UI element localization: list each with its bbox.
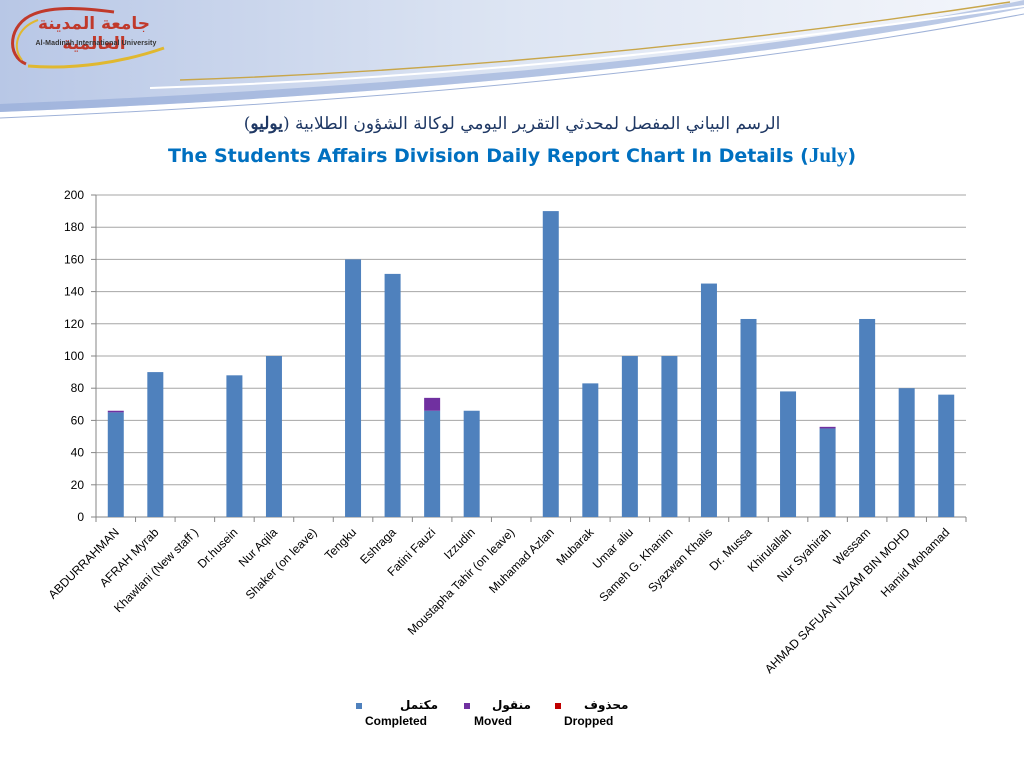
bar-completed (780, 391, 797, 517)
bar-completed (898, 388, 915, 517)
bar-completed (265, 356, 282, 517)
x-tick-label: Shaker (on leave) (243, 525, 320, 602)
chart-title-arabic: الرسم البياني المفصل لمحدثي التقرير اليو… (0, 114, 1024, 134)
y-tick-label: 20 (71, 478, 85, 492)
stacked-bar-chart: 020406080100120140160180200ABDURRAHMANAF… (46, 188, 967, 676)
legend-label-dropped: Dropped (564, 714, 614, 728)
title-english-part: The Students Affairs Division Daily Repo… (167, 145, 809, 167)
legend-label-completed: Completed (365, 714, 428, 728)
chart-title-english: The Students Affairs Division Daily Repo… (0, 143, 1024, 168)
legend-swatch-completed (356, 703, 362, 709)
x-tick-label: ABDURRAHMAN (46, 525, 122, 601)
bar-completed (424, 410, 441, 517)
y-tick-label: 180 (64, 220, 84, 234)
y-tick-label: 100 (64, 349, 84, 363)
bar-moved (424, 397, 441, 411)
x-tick-label: AHMAD SAFUAN NIZAM BIN MOHD (762, 525, 913, 676)
legend-swatch-moved (464, 703, 470, 709)
bar-moved (107, 410, 124, 413)
logo-english-text: Al-Madinah International University (35, 40, 157, 47)
y-tick-label: 60 (71, 413, 85, 427)
bar-completed (938, 394, 955, 517)
legend-label-dropped-ar: محذوف (584, 698, 629, 712)
logo-arabic-text: جامعة المدينة العالمية (37, 14, 151, 54)
title-english-end: ) (847, 145, 857, 167)
bar-completed (819, 428, 836, 517)
x-tick-label: Tengku (322, 525, 359, 562)
y-tick-label: 160 (64, 252, 84, 266)
bar-completed (107, 412, 124, 517)
header-swoosh-decoration (0, 0, 1024, 119)
y-tick-label: 140 (64, 285, 84, 299)
bar-completed (147, 372, 164, 517)
title-arabic-month: يوليو (250, 114, 283, 134)
bar-completed (542, 211, 559, 517)
y-tick-label: 120 (64, 317, 84, 331)
y-tick-label: 0 (77, 510, 84, 524)
bar-completed (384, 273, 401, 517)
university-logo: جامعة المدينة العالمية Al-Madinah Intern… (4, 4, 172, 72)
bar-completed (700, 283, 717, 517)
legend-label-moved-ar: منقول (492, 698, 531, 712)
bar-moved (819, 426, 836, 429)
bar-completed (345, 259, 362, 517)
x-tick-label: Izzudin (441, 525, 478, 562)
title-arabic-part: الرسم البياني المفصل لمحدثي التقرير اليو… (282, 114, 781, 134)
y-tick-label: 40 (71, 446, 85, 460)
x-tick-label: Dr.husein (195, 525, 241, 571)
bar-completed (226, 375, 243, 517)
bar-completed (661, 356, 678, 517)
y-tick-label: 200 (64, 188, 84, 202)
x-tick-label: Sameh G. Khanim (596, 525, 675, 604)
legend-label-completed-ar: مكتمل (400, 698, 439, 712)
bar-completed (463, 410, 480, 517)
title-english-month: July (808, 143, 848, 167)
legend-swatch-dropped (555, 703, 561, 709)
bar-completed (621, 356, 638, 517)
bar-completed (582, 383, 599, 517)
legend-label-moved: Moved (474, 714, 513, 728)
title-arabic-end: ) (243, 114, 251, 134)
bar-completed (859, 318, 876, 517)
chart-legend: مكتمل Completed منقول Moved محذوف Droppe… (350, 698, 650, 738)
x-tick-label: Hamid Mohamad (878, 525, 953, 600)
bar-completed (740, 318, 757, 517)
y-tick-label: 80 (71, 381, 85, 395)
